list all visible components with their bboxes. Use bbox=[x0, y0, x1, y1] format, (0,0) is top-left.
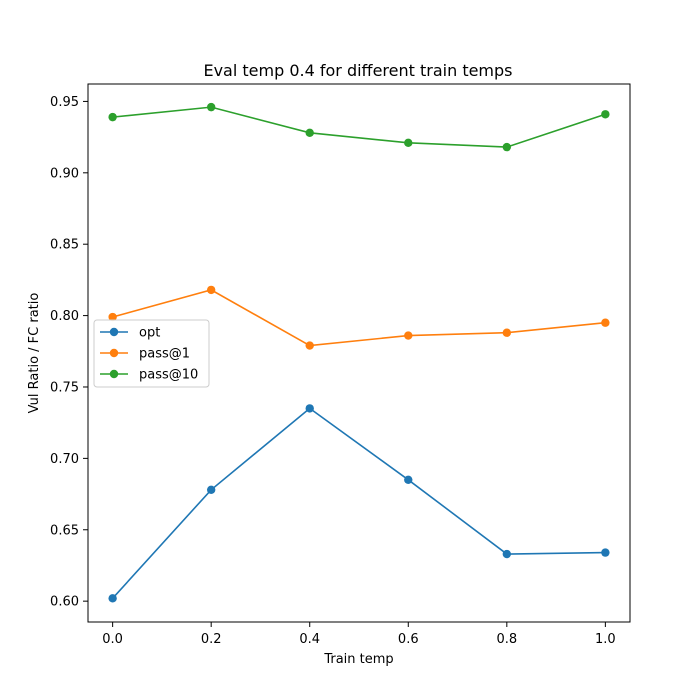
y-tick-label: 0.65 bbox=[50, 523, 79, 538]
data-point-pass-10 bbox=[601, 110, 610, 119]
legend-label-opt: opt bbox=[139, 326, 160, 341]
chart-title: Eval temp 0.4 for different train temps bbox=[203, 61, 512, 80]
y-tick-label: 0.85 bbox=[50, 238, 79, 253]
data-point-pass-10 bbox=[108, 112, 117, 122]
data-point-pass-1 bbox=[108, 312, 117, 322]
data-point-pass-10 bbox=[404, 138, 413, 148]
x-axis-ticks: 0.0 0.2 0.4 0.6 0.8 1.0 bbox=[102, 622, 616, 647]
y-tick-label: 0.80 bbox=[50, 309, 79, 324]
series-line-pass-10 bbox=[112, 106, 606, 148]
series-line-opt bbox=[112, 407, 606, 599]
data-point-pass-10 bbox=[305, 128, 314, 138]
x-axis-label: Train temp bbox=[323, 652, 393, 667]
x-tick-label: 0.0 bbox=[102, 632, 123, 647]
data-point-pass-1 bbox=[601, 318, 610, 327]
y-tick-label: 0.70 bbox=[50, 452, 79, 467]
legend-marker-opt bbox=[109, 327, 119, 337]
y-tick-label: 0.90 bbox=[50, 166, 79, 181]
x-tick-label: 0.8 bbox=[496, 632, 517, 647]
legend-marker-pass-1 bbox=[109, 348, 119, 358]
legend-marker-pass-10 bbox=[109, 369, 119, 379]
data-point-opt bbox=[108, 594, 117, 603]
plot-frame bbox=[87, 83, 631, 623]
series-line-pass-1 bbox=[112, 289, 606, 347]
y-tick-label: 0.95 bbox=[50, 95, 79, 110]
y-axis-label: Vul Ratio / FC ratio bbox=[27, 293, 42, 414]
data-point-opt bbox=[601, 548, 610, 557]
data-point-pass-1 bbox=[404, 331, 413, 340]
x-tick-label: 0.2 bbox=[201, 632, 222, 647]
x-tick-label: 0.6 bbox=[398, 632, 419, 647]
legend-label-pass-1: pass@1 bbox=[139, 347, 190, 362]
legend-label-pass-10: pass@10 bbox=[139, 368, 198, 383]
series-layer bbox=[108, 102, 610, 603]
y-axis-ticks: 0.60 0.65 0.70 0.75 0.80 0.85 0.90 0.95 bbox=[50, 95, 88, 610]
data-point-pass-10 bbox=[206, 102, 216, 112]
y-tick-label: 0.60 bbox=[50, 595, 79, 610]
x-tick-label: 0.4 bbox=[299, 632, 320, 647]
data-point-pass-1 bbox=[206, 285, 216, 295]
data-point-pass-1 bbox=[305, 341, 314, 350]
x-tick-label: 1.0 bbox=[595, 632, 616, 647]
legend-box bbox=[93, 319, 210, 388]
data-point-pass-1 bbox=[502, 328, 512, 337]
legend: opt pass@1 pass@10 bbox=[93, 319, 210, 388]
data-point-opt bbox=[404, 475, 413, 484]
data-point-pass-10 bbox=[502, 142, 512, 152]
data-point-opt bbox=[305, 404, 314, 413]
data-point-opt bbox=[502, 549, 512, 559]
data-point-opt bbox=[206, 485, 216, 494]
y-tick-label: 0.75 bbox=[50, 380, 79, 395]
